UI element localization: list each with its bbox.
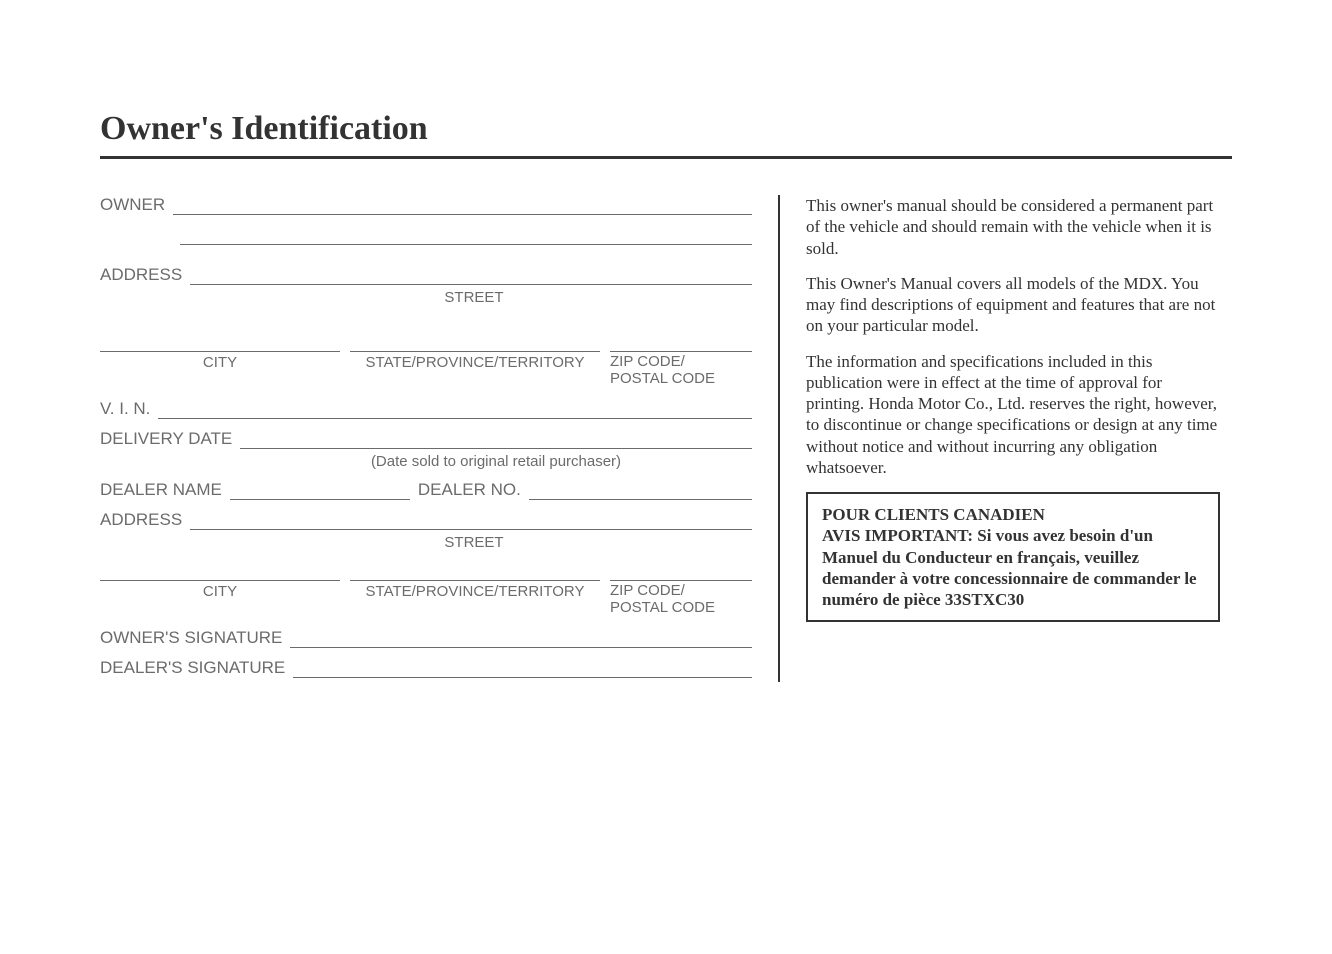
address-blank[interactable] — [190, 265, 752, 285]
dealer-signature-row: DEALER'S SIGNATURE — [100, 658, 752, 678]
canadian-notice-box: POUR CLIENTS CANADIEN AVIS IMPORTANT: Si… — [806, 492, 1220, 622]
notice-line-1: POUR CLIENTS CANADIEN — [822, 505, 1045, 524]
info-column: This owner's manual should be considered… — [780, 195, 1220, 682]
address-label: ADDRESS — [100, 265, 190, 285]
state-sublabel: STATE/PROVINCE/TERRITORY — [350, 354, 600, 387]
dealer-address-sublabel-row: STREET — [100, 534, 752, 551]
owner-row-2 — [100, 225, 752, 245]
vin-row: V. I. N. — [100, 399, 752, 419]
city-state-zip-labels: CITY STATE/PROVINCE/TERRITORY ZIP CODE/ … — [100, 354, 752, 387]
dealer-city-blank[interactable] — [100, 561, 340, 581]
dealer-no-label: DEALER NO. — [410, 480, 529, 500]
info-paragraph-3: The information and specifications inclu… — [806, 351, 1220, 479]
owner-row-1: OWNER — [100, 195, 752, 215]
title-rule — [100, 156, 1232, 159]
dealer-zip-sublabel-1: ZIP CODE/ — [610, 582, 685, 599]
owner-signature-blank[interactable] — [290, 628, 752, 648]
dealer-street-sublabel: STREET — [196, 534, 752, 551]
city-blank[interactable] — [100, 332, 340, 352]
owner-signature-label: OWNER'S SIGNATURE — [100, 628, 290, 648]
state-blank[interactable] — [350, 332, 600, 352]
dealer-zip-blank[interactable] — [610, 561, 752, 581]
vin-blank[interactable] — [158, 399, 752, 419]
dealer-signature-blank[interactable] — [293, 658, 752, 678]
info-paragraph-2: This Owner's Manual covers all models of… — [806, 273, 1220, 337]
dealer-address-blank[interactable] — [190, 510, 752, 530]
dealer-name-blank[interactable] — [230, 480, 410, 500]
owner-signature-row: OWNER'S SIGNATURE — [100, 628, 752, 648]
delivery-sublabel: (Date sold to original retail purchaser) — [240, 453, 752, 470]
owner-blank-2[interactable] — [180, 225, 752, 245]
dealer-signature-label: DEALER'S SIGNATURE — [100, 658, 293, 678]
dealer-state-blank[interactable] — [350, 561, 600, 581]
address-sublabel-row: STREET — [100, 289, 752, 306]
dealer-address-row: ADDRESS — [100, 510, 752, 530]
street-sublabel: STREET — [196, 289, 752, 306]
owner-label: OWNER — [100, 195, 173, 215]
notice-line-2a: AVIS IMPORTANT: — [822, 526, 977, 545]
delivery-sublabel-row: (Date sold to original retail purchaser) — [100, 453, 752, 470]
vin-label: V. I. N. — [100, 399, 158, 419]
dealer-no-blank[interactable] — [529, 480, 752, 500]
dealer-address-label: ADDRESS — [100, 510, 190, 530]
zip-blank[interactable] — [610, 332, 752, 352]
dealer-state-sublabel: STATE/PROVINCE/TERRITORY — [350, 583, 600, 616]
delivery-label: DELIVERY DATE — [100, 429, 240, 449]
dealer-city-sublabel: CITY — [100, 583, 340, 616]
delivery-blank[interactable] — [240, 429, 752, 449]
delivery-row: DELIVERY DATE — [100, 429, 752, 449]
city-state-zip-row — [100, 332, 752, 352]
info-paragraph-1: This owner's manual should be considered… — [806, 195, 1220, 259]
page-title: Owner's Identification — [100, 110, 1232, 148]
dealer-city-state-zip-row — [100, 561, 752, 581]
dealer-name-no-row: DEALER NAME DEALER NO. — [100, 480, 752, 500]
city-sublabel: CITY — [100, 354, 340, 387]
zip-sublabel-1: ZIP CODE/ — [610, 353, 685, 370]
form-column: OWNER ADDRESS STREET CITY STATE/PROV — [100, 195, 780, 682]
dealer-name-label: DEALER NAME — [100, 480, 230, 500]
address-row: ADDRESS — [100, 265, 752, 285]
content-columns: OWNER ADDRESS STREET CITY STATE/PROV — [100, 195, 1232, 682]
dealer-zip-sublabel-2: POSTAL CODE — [610, 599, 715, 616]
owner-blank-1[interactable] — [173, 195, 752, 215]
dealer-city-state-zip-labels: CITY STATE/PROVINCE/TERRITORY ZIP CODE/ … — [100, 583, 752, 616]
zip-sublabel-2: POSTAL CODE — [610, 370, 715, 387]
